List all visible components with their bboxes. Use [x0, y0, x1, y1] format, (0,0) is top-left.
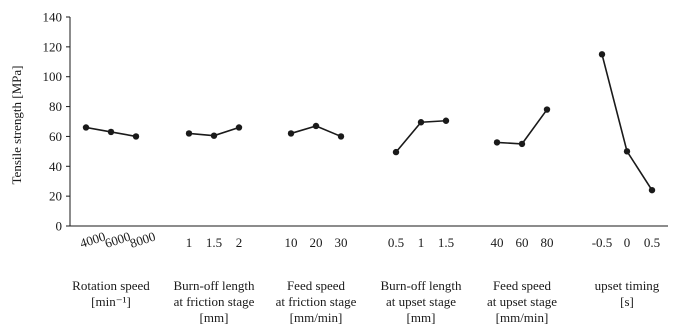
group-label-line: [mm/min]	[290, 310, 343, 325]
x-tick-label: 8000	[128, 229, 157, 251]
data-point	[132, 133, 140, 140]
series-line-group-4	[395, 119, 447, 153]
data-point	[312, 122, 320, 130]
x-tick-label: 30	[335, 235, 348, 250]
y-axis-label: Tensile strength [MPa]	[9, 66, 24, 185]
data-point	[82, 124, 90, 131]
data-point	[337, 133, 345, 140]
x-tick-label: 0.5	[388, 235, 404, 250]
series-lines	[82, 51, 656, 194]
group-label-line: at upset stage	[386, 294, 456, 309]
x-tick-label: 4000	[78, 229, 107, 251]
group-label-line: Feed speed	[493, 278, 552, 293]
x-tick-label: 6000	[103, 229, 132, 251]
group-label-line: Burn-off length	[174, 278, 255, 293]
x-tick-label: 0	[624, 235, 631, 250]
data-point	[648, 186, 656, 194]
group-label-line: [mm]	[407, 310, 436, 325]
data-point	[417, 119, 425, 126]
series-line-group-5	[496, 109, 548, 145]
group-label-line: Burn-off length	[381, 278, 462, 293]
x-tick-label: 20	[310, 235, 323, 250]
x-tick-label: 1.5	[438, 235, 454, 250]
data-point	[107, 128, 115, 136]
y-tick-label: 80	[49, 99, 62, 114]
data-point	[287, 130, 295, 137]
group-label-line: at friction stage	[276, 294, 357, 309]
y-tick-label: 60	[49, 129, 62, 144]
group-label-line: [mm]	[200, 310, 229, 325]
data-point	[442, 117, 450, 124]
series-line-group-6	[601, 54, 653, 191]
data-point	[598, 51, 606, 58]
group-label-line: [min⁻¹]	[91, 294, 131, 309]
x-tick-label: 60	[516, 235, 529, 250]
data-point	[493, 139, 501, 146]
x-tick-label: 1.5	[206, 235, 222, 250]
x-tick-label: 10	[285, 235, 298, 250]
x-tick-label: 2	[236, 235, 243, 250]
data-point	[543, 106, 551, 113]
group-label-line: Rotation speed	[72, 278, 150, 293]
y-tick-label: 120	[43, 39, 63, 54]
data-point	[392, 148, 400, 156]
data-point	[518, 140, 526, 148]
x-tick-label: 0.5	[644, 235, 660, 250]
y-tick-label: 0	[56, 219, 63, 234]
group-label-line: at upset stage	[487, 294, 557, 309]
data-point	[235, 124, 243, 131]
group-label-line: [s]	[620, 294, 634, 309]
group-label-line: at friction stage	[174, 294, 255, 309]
y-tick-label: 20	[49, 189, 62, 204]
x-tick-label: -0.5	[592, 235, 613, 250]
y-tick-label: 100	[43, 69, 63, 84]
x-tick-label: 1	[418, 235, 425, 250]
group-label-line: Feed speed	[287, 278, 346, 293]
group-label-line: [mm/min]	[496, 310, 549, 325]
y-tick-label: 40	[49, 159, 62, 174]
data-point	[623, 148, 631, 155]
x-tick-label: 1	[186, 235, 193, 250]
y-tick-label: 140	[43, 10, 63, 25]
x-tick-label: 80	[541, 235, 554, 250]
group-label-line: upset timing	[595, 278, 660, 293]
data-point	[210, 132, 218, 139]
data-point	[185, 130, 193, 137]
x-tick-label: 40	[491, 235, 504, 250]
y-axis: 0 20 40 60 80 100 120 140	[43, 10, 71, 234]
